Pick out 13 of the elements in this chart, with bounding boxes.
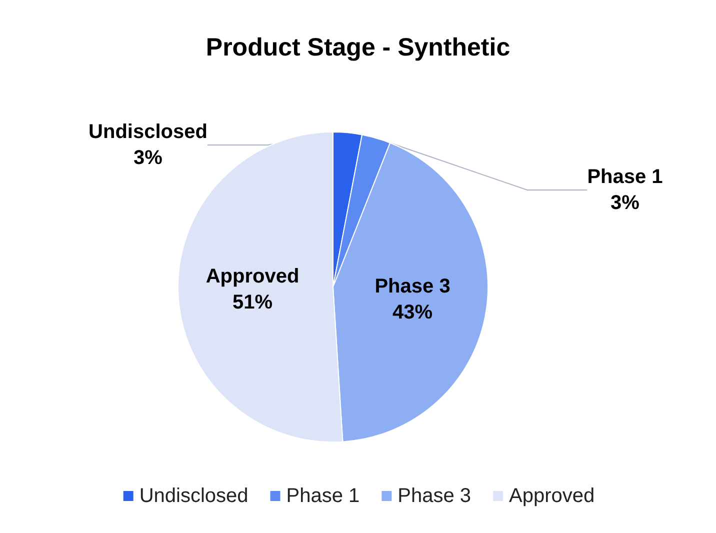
legend-label: Approved (509, 485, 595, 507)
legend-label: Phase 3 (398, 485, 472, 507)
legend-label: Undisclosed (139, 485, 248, 507)
legend-label: Phase 1 (286, 485, 360, 507)
slice-label: Approved (206, 266, 300, 288)
data-label: 43% (392, 302, 433, 324)
chart-title: Product Stage - Synthetic (206, 34, 510, 62)
slice-label: Phase 3 (374, 276, 450, 298)
slice-label: Undisclosed (88, 121, 208, 143)
data-label: 3% (134, 147, 163, 169)
data-label: 3% (610, 192, 640, 214)
data-label: 51% (232, 292, 273, 314)
slice-label: Phase 1 (587, 166, 663, 188)
